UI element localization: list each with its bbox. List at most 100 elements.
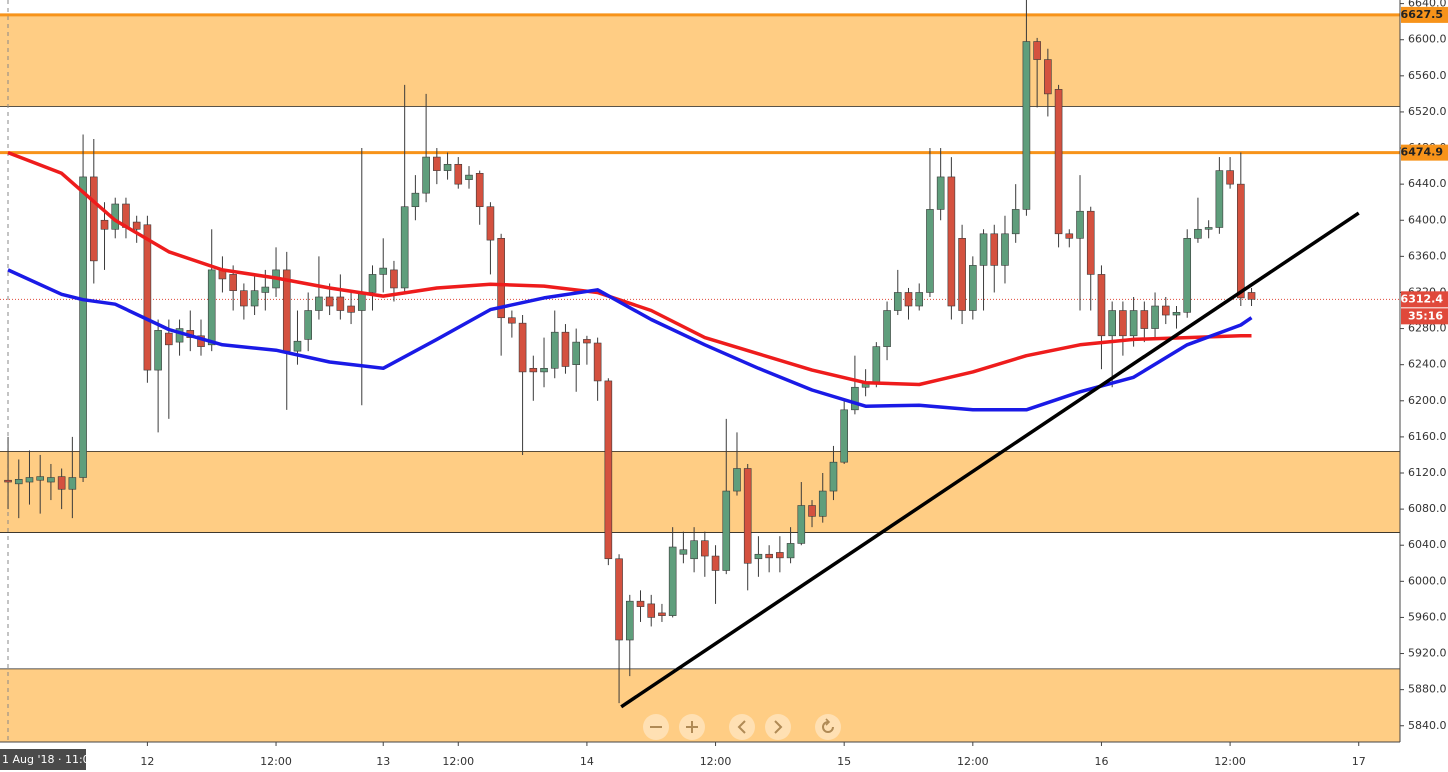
candle-body	[240, 290, 248, 307]
candle-body	[508, 317, 516, 324]
x-tick-label: 12:00	[260, 755, 292, 768]
candle-body	[851, 386, 859, 411]
candle-body	[229, 274, 237, 291]
candle-body	[207, 269, 216, 346]
candle-body	[754, 553, 763, 560]
candle-body	[1140, 310, 1149, 329]
candle-body	[733, 468, 741, 492]
zoom-out-button[interactable]	[643, 714, 669, 740]
candle-body	[433, 156, 441, 171]
candle-body	[465, 174, 473, 180]
candle-body	[1086, 210, 1095, 275]
candle-body	[1161, 305, 1170, 316]
candle-body	[786, 543, 795, 559]
candle-body	[926, 209, 934, 293]
reset-button[interactable]	[815, 714, 841, 740]
candle-body	[583, 339, 591, 344]
y-tick-label: 6120.0	[1408, 466, 1447, 479]
price-tag	[1401, 6, 1448, 23]
y-tick-label: 5840.0	[1408, 719, 1447, 732]
y-tick-label: 5920.0	[1408, 647, 1447, 660]
x-tick-label: 13	[376, 755, 390, 768]
candle-body	[958, 238, 966, 311]
candle-body	[1226, 170, 1234, 185]
candle-body	[840, 409, 848, 463]
candle-body	[668, 546, 677, 616]
candle-body	[529, 367, 538, 373]
x-tick-label: 15	[837, 755, 851, 768]
candle-body	[1097, 274, 1106, 337]
candle-body	[593, 342, 602, 382]
candle-body	[518, 322, 527, 373]
candle-body	[561, 331, 570, 367]
price-tag-label: 6627.5	[1401, 8, 1443, 21]
moving-average	[7, 268, 1253, 412]
candle-body	[1151, 305, 1159, 329]
candle-body	[1215, 170, 1224, 228]
y-tick-label: 6160.0	[1408, 430, 1447, 443]
candle-body	[390, 269, 398, 289]
candle-body	[1001, 233, 1009, 266]
candle-body	[679, 549, 688, 555]
candle-body	[883, 310, 891, 347]
candle-body	[132, 221, 141, 230]
candle-body	[1065, 233, 1074, 239]
candle-body	[36, 476, 44, 481]
price-tag-label: 6312.4	[1401, 292, 1444, 305]
candle-body	[57, 476, 66, 490]
candle-body	[443, 163, 452, 171]
axis-labels: 5840.0 5880.0 5920.0 5960.0 6000.0 6040.0 6080…	[140, 0, 1448, 768]
y-tick-label: 6520.0	[1408, 105, 1447, 118]
x-tick-label: 12:00	[700, 755, 732, 768]
cursor-label: 1 Aug '18 · 11:00	[2, 753, 97, 766]
candle-body	[701, 540, 709, 557]
trendline	[620, 211, 1360, 709]
candle-body	[368, 274, 377, 293]
y-tick-label: 6400.0	[1408, 213, 1447, 226]
scroll-left-button[interactable]	[729, 714, 755, 740]
candle-body	[818, 490, 827, 517]
zoom-in-button[interactable]	[679, 714, 705, 740]
candle-body	[797, 505, 806, 544]
x-tick-label: 12:00	[1214, 755, 1246, 768]
candle-body	[722, 490, 731, 571]
candle-body	[47, 477, 55, 483]
candle-body	[969, 265, 977, 311]
candle-body	[4, 479, 12, 483]
candle-body	[1054, 89, 1063, 235]
candle-body	[572, 341, 580, 365]
candle-body	[550, 331, 559, 369]
candle-body	[357, 292, 366, 311]
y-tick-label: 6360.0	[1408, 249, 1447, 262]
y-tick-label: 6640.0	[1408, 0, 1447, 10]
candle-body	[25, 477, 34, 483]
price-tag	[1401, 291, 1448, 308]
y-tick-label: 6280.0	[1408, 322, 1447, 335]
candle-body	[615, 558, 623, 641]
y-tick-label: 6080.0	[1408, 502, 1447, 515]
candle-body	[936, 176, 945, 210]
candle-body	[347, 305, 355, 313]
candle-body	[1022, 41, 1031, 210]
x-tick-label: 12	[140, 755, 154, 768]
candle-body	[872, 346, 881, 384]
candle-body	[1108, 310, 1116, 337]
candle-body	[1183, 238, 1192, 313]
candle-body	[315, 296, 323, 311]
plot	[0, 0, 1400, 709]
candle-body	[400, 206, 409, 289]
scroll-right-button[interactable]	[765, 714, 791, 740]
zone	[0, 14, 1400, 107]
price-axis	[1400, 0, 1448, 772]
candle-body	[1204, 227, 1213, 230]
candle-body	[604, 380, 613, 560]
y-tick-label: 6440.0	[1408, 177, 1447, 190]
candle-body	[1129, 310, 1138, 337]
candle-body	[690, 540, 698, 560]
candle-body	[379, 267, 388, 275]
y-tick-label: 6200.0	[1408, 394, 1447, 407]
candle-body	[486, 206, 495, 241]
y-tick-label: 6600.0	[1408, 33, 1447, 46]
candle-body	[979, 233, 988, 266]
